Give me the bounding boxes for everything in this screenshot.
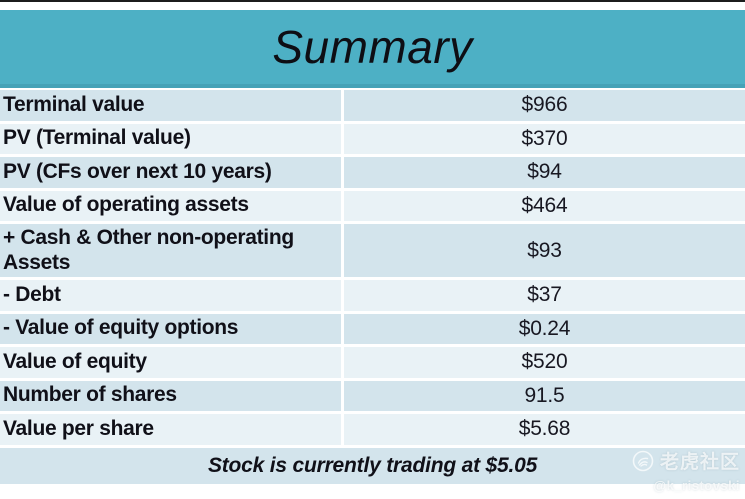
row-label: - Value of equity options xyxy=(0,313,341,344)
table-row: Number of shares 91.5 xyxy=(0,380,745,411)
summary-slide: Summary Terminal value $966 PV (Terminal v… xyxy=(0,10,745,484)
row-label: Value per share xyxy=(0,414,341,445)
table-row: Value of operating assets $464 xyxy=(0,190,745,221)
summary-table: Terminal value $966 PV (Terminal value) $37… xyxy=(0,90,745,445)
row-label: PV (CFs over next 10 years) xyxy=(0,157,341,188)
table-row: Value of equity $520 xyxy=(0,347,745,378)
footer-note: Stock is currently trading at $5.05 xyxy=(207,453,538,477)
row-label: PV (Terminal value) xyxy=(0,123,341,154)
row-label: Number of shares xyxy=(0,380,341,411)
table-row: + Cash & Other non-operating Assets $93 xyxy=(0,224,745,277)
table-row: Terminal value $966 xyxy=(0,90,745,121)
row-value: $37 xyxy=(344,280,745,311)
row-label: Terminal value xyxy=(0,90,341,121)
row-value: $93 xyxy=(344,224,745,277)
row-label: - Debt xyxy=(0,280,341,311)
row-label: + Cash & Other non-operating Assets xyxy=(0,224,341,277)
table-row: PV (CFs over next 10 years) $94 xyxy=(0,157,745,188)
row-value: $94 xyxy=(344,157,745,188)
row-value: $0.24 xyxy=(344,313,745,344)
table-row: - Value of equity options $0.24 xyxy=(0,313,745,344)
footer-row: Stock is currently trading at $5.05 xyxy=(0,447,745,484)
row-label: Value of operating assets xyxy=(0,190,341,221)
table-row: Value per share $5.68 xyxy=(0,414,745,445)
slide-header: Summary xyxy=(0,10,745,88)
row-value: 91.5 xyxy=(344,380,745,411)
slide-top-border xyxy=(0,0,745,2)
page-title: Summary xyxy=(272,21,473,73)
row-value: $520 xyxy=(344,347,745,378)
table-row: - Debt $37 xyxy=(0,280,745,311)
table-row: PV (Terminal value) $370 xyxy=(0,123,745,154)
row-value: $370 xyxy=(344,123,745,154)
row-value: $5.68 xyxy=(344,414,745,445)
row-value: $966 xyxy=(344,90,745,121)
row-label: Value of equity xyxy=(0,347,341,378)
row-value: $464 xyxy=(344,190,745,221)
